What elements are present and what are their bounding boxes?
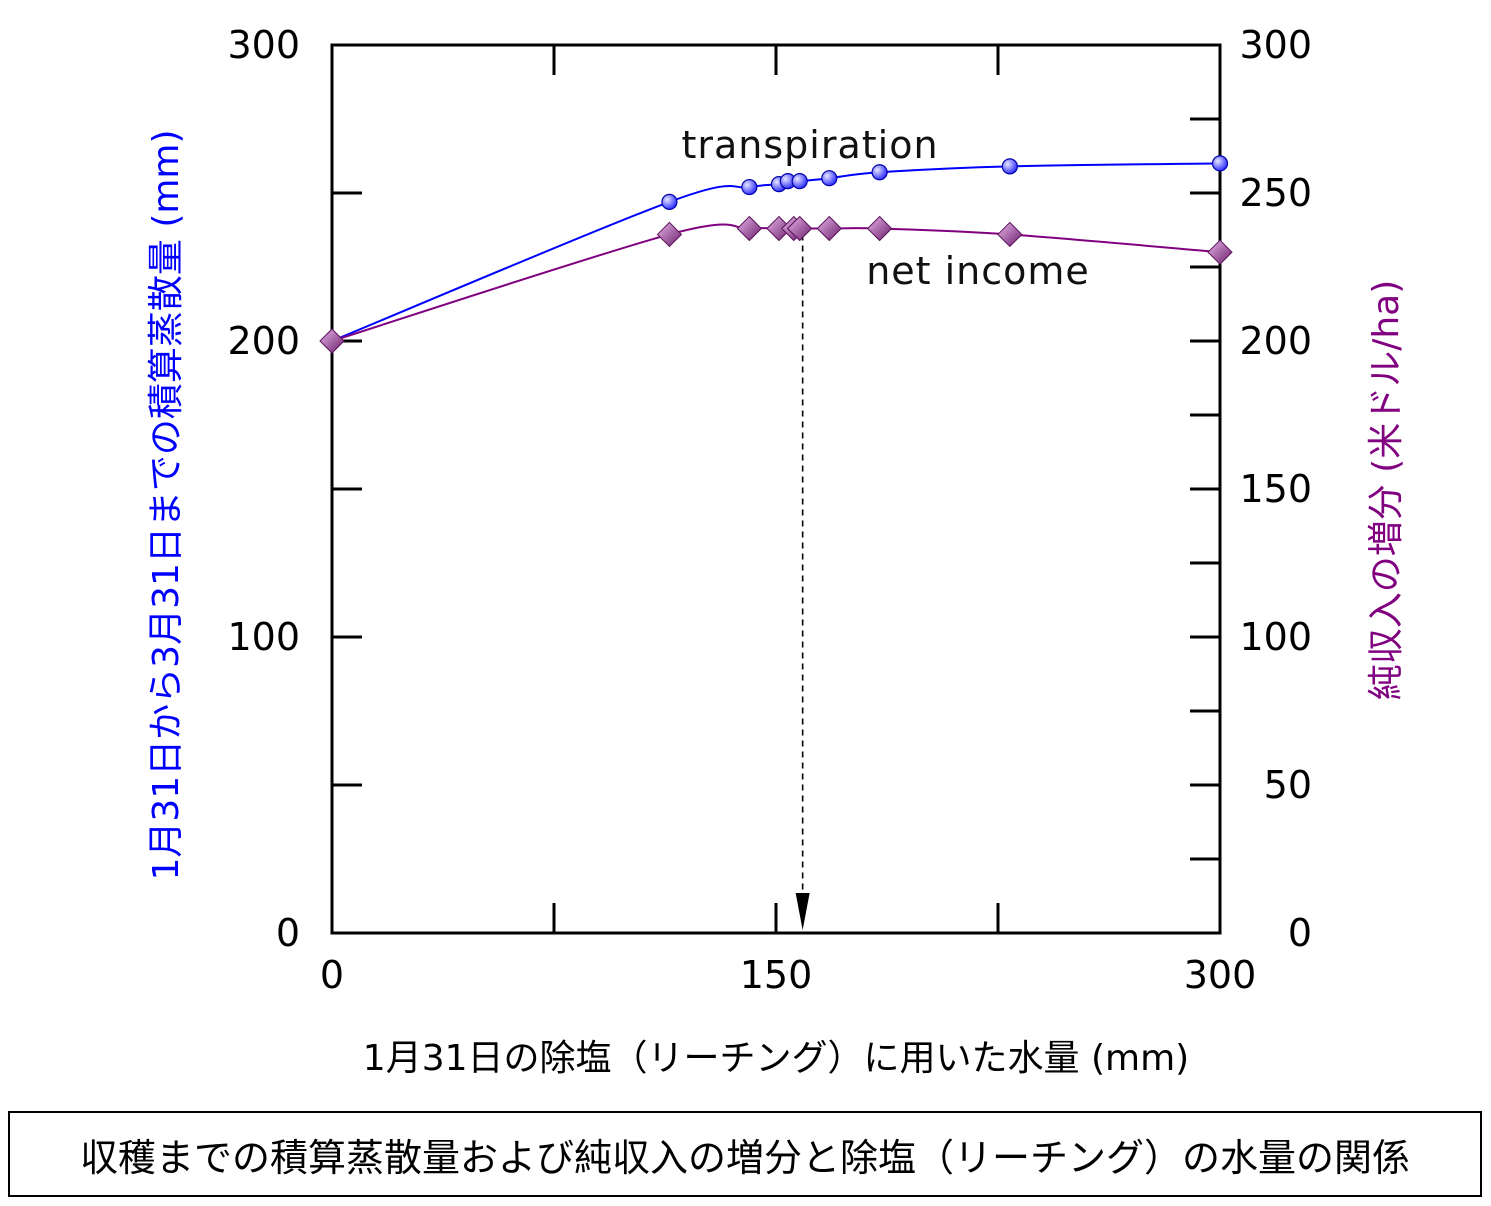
net-income-point — [786, 215, 813, 242]
transpiration-point — [871, 164, 888, 181]
y-left-tick-label: 300 — [227, 23, 300, 67]
net-income-point — [816, 215, 842, 242]
optimum-arrow — [795, 234, 810, 930]
y-left-tick-label: 0 — [276, 911, 300, 955]
y-right-tick-label: 0 — [1288, 911, 1312, 955]
y-right-tick-label: 50 — [1264, 763, 1312, 807]
net-income-point — [656, 221, 683, 248]
transpiration-point — [1211, 155, 1229, 172]
x-axis-title: 1月31日の除塩（リーチング）に用いた水量 (mm) — [363, 1038, 1189, 1079]
y-right-tick-label: 150 — [1239, 467, 1312, 511]
chart: 0 100 200 300 0 50 100 150 200 250 300 0 150 300 tran… — [146, 23, 1407, 1079]
transpiration-point — [741, 178, 758, 196]
transpiration-point — [1001, 158, 1018, 175]
y-right-tick-label: 200 — [1239, 319, 1312, 363]
transpiration-point — [821, 170, 838, 187]
annotation-transpiration: transpiration — [681, 123, 938, 167]
optimum-arrowhead — [795, 893, 810, 930]
net-income-point — [1207, 239, 1233, 265]
y-right-tick-label: 250 — [1239, 171, 1312, 215]
tick-labels: 0 100 200 300 0 50 100 150 200 250 300 0 150 300 — [227, 23, 1312, 997]
caption-text: 収穫までの積算蒸散量および純収入の増分と除塩（リーチング）の水量の関係 — [79, 1135, 1410, 1180]
series-markers — [319, 155, 1233, 354]
net-income-point — [319, 328, 345, 354]
transpiration-point — [791, 173, 808, 190]
plot-axes — [330, 43, 1222, 935]
y-left-tick-label: 200 — [227, 319, 300, 363]
x-tick-label: 0 — [320, 953, 344, 997]
figure-caption: 収穫までの積算蒸散量および純収入の増分と除塩（リーチング）の水量の関係 — [8, 1111, 1482, 1197]
y-right-tick-label: 300 — [1239, 23, 1312, 67]
annotation-net-income: net income — [866, 249, 1090, 293]
net-income-point — [866, 215, 893, 242]
y-right-tick-label: 100 — [1239, 615, 1312, 659]
y-axis-title-left: 1月31日から3月31日までの積算蒸散量 (mm) — [146, 129, 187, 880]
net-income-point — [736, 215, 763, 242]
transpiration-point — [661, 193, 678, 210]
y-axis-title-right: 純収入の増分 (米ドル/ha) — [1366, 280, 1407, 701]
x-tick-label: 300 — [1184, 953, 1257, 997]
x-tick-label: 150 — [740, 953, 813, 997]
net-income-point — [997, 221, 1023, 248]
y-left-tick-label: 100 — [227, 615, 300, 659]
